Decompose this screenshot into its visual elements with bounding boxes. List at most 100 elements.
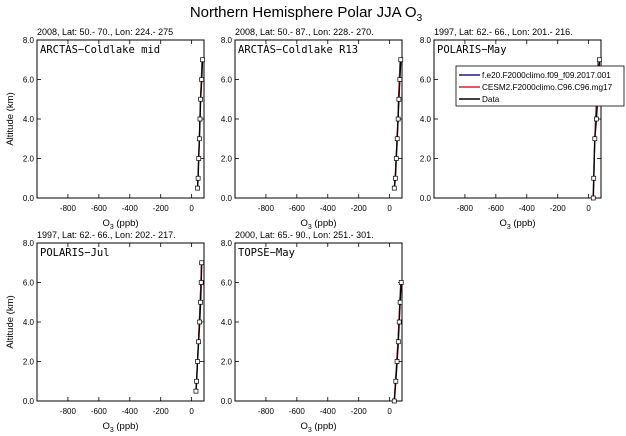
y-tick-label: 6.0 — [221, 279, 233, 288]
data-point-marker — [397, 77, 403, 82]
y-tick-label: 0.0 — [420, 194, 432, 203]
y-tick-label: 8.0 — [221, 239, 233, 248]
y-axis-label: Altitude (km) — [5, 295, 16, 348]
data-point-marker — [196, 156, 202, 161]
data-point-marker — [197, 136, 202, 142]
y-tick-label: 0.0 — [221, 194, 233, 203]
x-tick-label: -800 — [457, 204, 474, 213]
x-tick-label: -600 — [289, 407, 306, 416]
x-tick-label: -400 — [122, 204, 139, 213]
legend-entry-label: CESM2.F2000climo.C96.C96.mg17 — [482, 83, 613, 92]
x-tick-label: -400 — [122, 407, 139, 416]
y-tick-label: 4.0 — [221, 318, 233, 327]
panel-header: 2008, Lat: 50.- 70., Lon: 224.- 275 — [37, 27, 173, 37]
y-tick-label: 8.0 — [420, 36, 432, 45]
y-tick-label: 2.0 — [420, 155, 432, 164]
data-point-marker — [194, 378, 199, 384]
data-point-marker — [391, 185, 397, 191]
x-tick-label: -600 — [289, 204, 306, 213]
plot-frame — [234, 242, 403, 402]
x-tick-label: 0 — [189, 407, 194, 416]
x-tick-label: -800 — [258, 407, 275, 416]
x-tick-label: -600 — [488, 204, 505, 213]
x-axis-label: O3 (ppb) — [300, 421, 336, 434]
data-point-marker — [394, 359, 400, 364]
x-tick-label: -800 — [258, 204, 275, 213]
series-line-3 — [393, 59, 402, 189]
data-point-marker — [397, 299, 403, 305]
y-tick-label: 6.0 — [23, 279, 35, 288]
data-point-marker — [393, 156, 399, 161]
legend: f.e20.F2000climo.f09_f09.2017.001 CESM2.F… — [455, 65, 625, 107]
data-point-marker — [199, 77, 205, 82]
x-axis-label: O3 (ppb) — [102, 218, 138, 231]
data-point-marker — [393, 378, 399, 384]
y-tick-label: 6.0 — [23, 76, 35, 85]
legend-box — [455, 65, 625, 107]
data-point-marker — [196, 339, 201, 345]
y-tick-label: 8.0 — [23, 36, 35, 45]
x-tick-label: -200 — [550, 204, 567, 213]
y-tick-label: 6.0 — [221, 76, 233, 85]
legend-entry-label: f.e20.F2000climo.f09_f09.2017.001 — [482, 71, 611, 80]
panel-2: 2008, Lat: 50.- 87., Lon: 228.- 270. ARCT… — [221, 27, 404, 231]
campaign-label: ARCTAS−Coldlake mid — [40, 44, 160, 56]
data-point-marker — [396, 319, 402, 325]
data-point-marker — [591, 175, 597, 181]
panel-5: 2000, Lat: 65.- 90., Lon: 251.- 301. TOPS… — [221, 230, 404, 434]
x-axis-label: O3 (ppb) — [102, 421, 138, 434]
plot-frame — [433, 39, 602, 199]
data-point-marker — [199, 260, 205, 266]
data-point-marker — [398, 280, 404, 285]
y-tick-label: 4.0 — [420, 115, 432, 124]
data-point-marker — [590, 195, 596, 201]
x-tick-label: 0 — [586, 204, 591, 213]
data-point-marker — [195, 185, 200, 191]
x-axis-label: O3 (ppb) — [300, 218, 336, 231]
panel-1: 2008, Lat: 50.- 70., Lon: 224.- 275 ARCTA… — [5, 27, 205, 231]
panel-header: 2000, Lat: 65.- 90., Lon: 251.- 301. — [235, 230, 374, 240]
y-tick-label: 0.0 — [23, 194, 35, 203]
data-point-marker — [395, 339, 401, 345]
campaign-label: ARCTAS−Coldlake R13 — [238, 44, 358, 56]
y-tick-label: 4.0 — [221, 115, 233, 124]
y-tick-label: 2.0 — [23, 155, 35, 164]
data-point-marker — [396, 96, 402, 102]
y-tick-label: 2.0 — [23, 358, 35, 367]
data-point-marker — [394, 136, 400, 142]
panel-3: 1997, Lat: 62.- 66., Lon: 201.- 216. POLA… — [420, 27, 602, 231]
data-point-marker — [195, 359, 200, 364]
data-point-marker — [193, 388, 199, 394]
y-tick-label: 2.0 — [221, 155, 233, 164]
data-point-marker — [393, 175, 398, 181]
data-point-marker — [398, 57, 404, 63]
x-tick-label: -800 — [60, 407, 77, 416]
data-point-marker — [197, 319, 203, 325]
campaign-label: POLARIS−May — [437, 44, 507, 56]
plot-frame — [36, 39, 205, 199]
data-point-marker — [198, 280, 204, 285]
x-tick-label: -200 — [351, 407, 368, 416]
x-tick-label: -400 — [519, 204, 536, 213]
data-point-marker — [597, 57, 602, 63]
panel-4: 1997, Lat: 62.- 66., Lon: 202.- 217. POLA… — [5, 230, 205, 434]
x-tick-label: -200 — [153, 407, 170, 416]
y-tick-label: 6.0 — [420, 76, 432, 85]
panel-header: 2008, Lat: 50.- 87., Lon: 228.- 270. — [235, 27, 374, 37]
campaign-label: POLARIS−Jul — [40, 247, 110, 259]
y-axis-label: Altitude (km) — [5, 92, 16, 145]
x-tick-label: -400 — [320, 204, 337, 213]
panel-header: 1997, Lat: 62.- 66., Lon: 202.- 217. — [37, 230, 176, 240]
legend-entry-label: Data — [482, 95, 500, 104]
panels: 2008, Lat: 50.- 70., Lon: 224.- 275 ARCTA… — [5, 27, 602, 434]
y-tick-label: 4.0 — [23, 115, 35, 124]
data-point-marker — [592, 136, 598, 142]
y-tick-label: 8.0 — [221, 36, 233, 45]
plot-frame — [36, 242, 205, 402]
x-tick-label: -200 — [153, 204, 170, 213]
x-tick-label: -800 — [60, 204, 77, 213]
x-tick-label: 0 — [189, 204, 194, 213]
y-tick-label: 2.0 — [221, 358, 233, 367]
data-point-marker — [197, 116, 203, 122]
campaign-label: TOPSE−May — [238, 247, 295, 259]
